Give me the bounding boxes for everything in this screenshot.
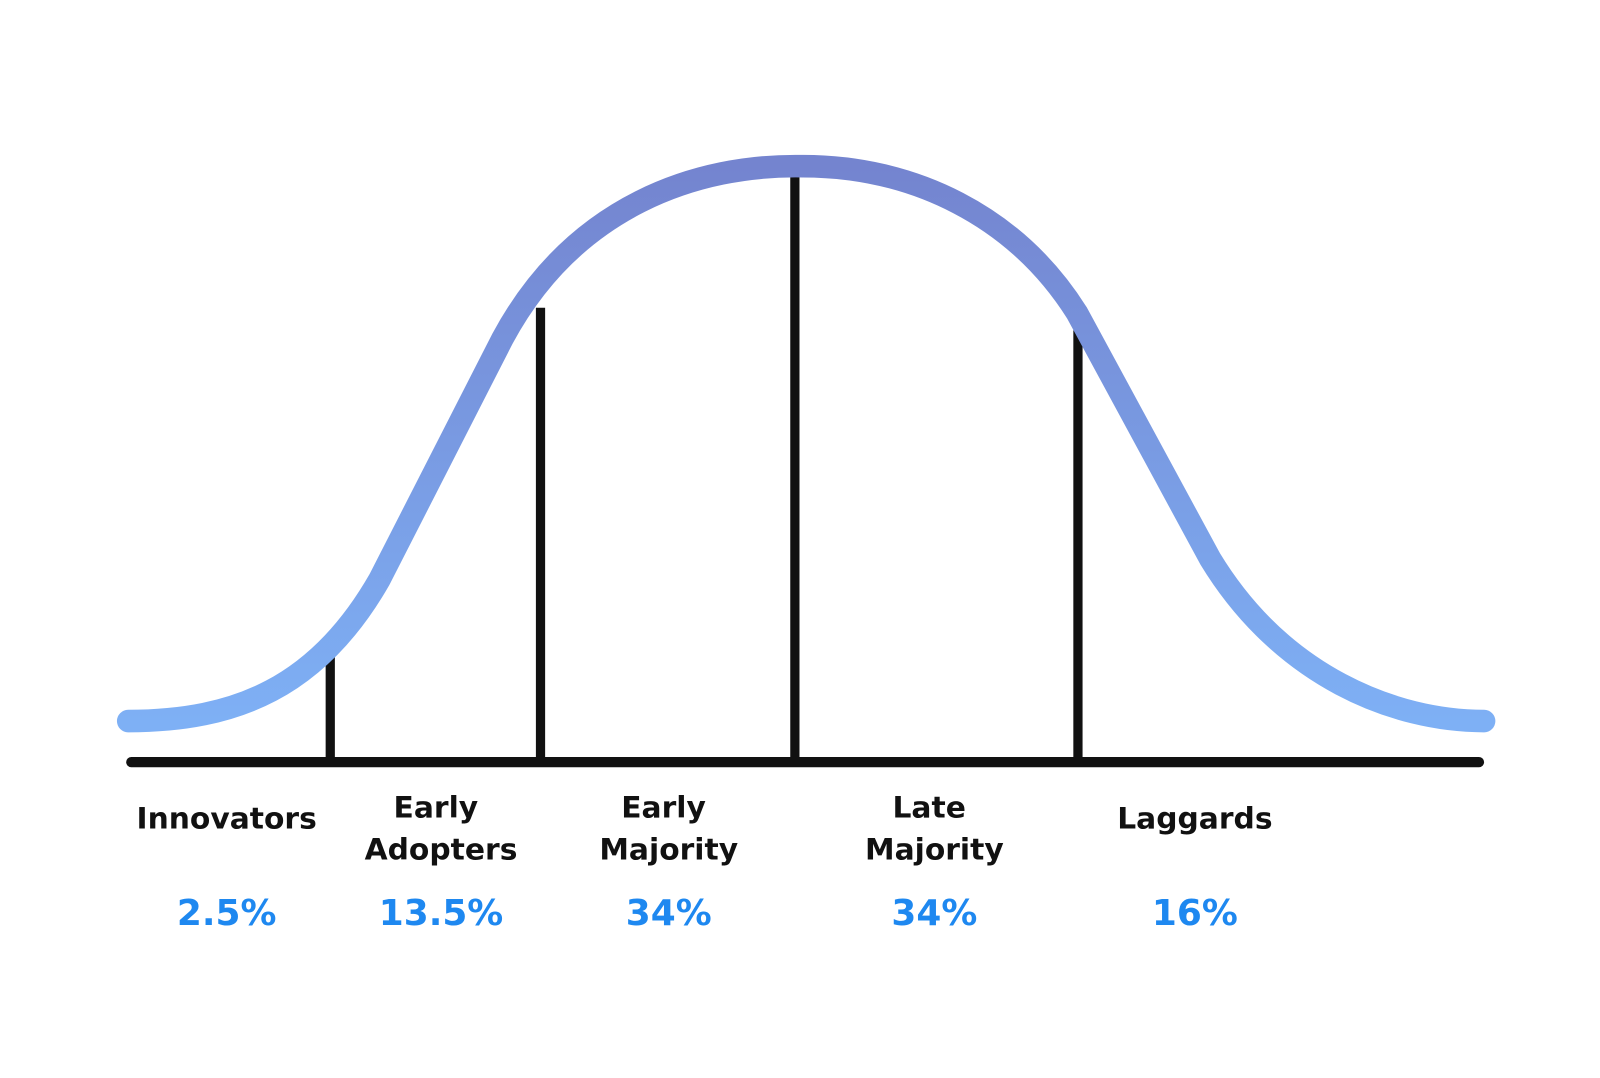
segment-share: 2.5% — [177, 893, 277, 934]
label-line: Laggards — [1117, 802, 1272, 837]
label-line: Early — [621, 790, 706, 825]
segment-share: 34% — [891, 893, 977, 934]
segment-share: 13.5% — [379, 893, 503, 934]
label-line: Innovators — [137, 802, 317, 837]
segment-label: Laggards — [1117, 802, 1272, 837]
label-line: Majority — [599, 833, 738, 868]
segment-share: 34% — [626, 893, 712, 934]
segment-label: Late Majority — [865, 790, 1004, 867]
segment-label: Early Adopters — [365, 790, 518, 867]
label-line: Late — [892, 790, 965, 825]
bell-curve — [116, 154, 1496, 733]
label-line: Majority — [865, 833, 1004, 868]
segment-share: 16% — [1152, 893, 1238, 934]
segment-label: Innovators — [137, 802, 317, 837]
segment-label: Early Majority — [599, 790, 738, 867]
label-line: Adopters — [365, 833, 518, 868]
label-line: Early — [394, 790, 479, 825]
dividers — [325, 174, 1083, 763]
